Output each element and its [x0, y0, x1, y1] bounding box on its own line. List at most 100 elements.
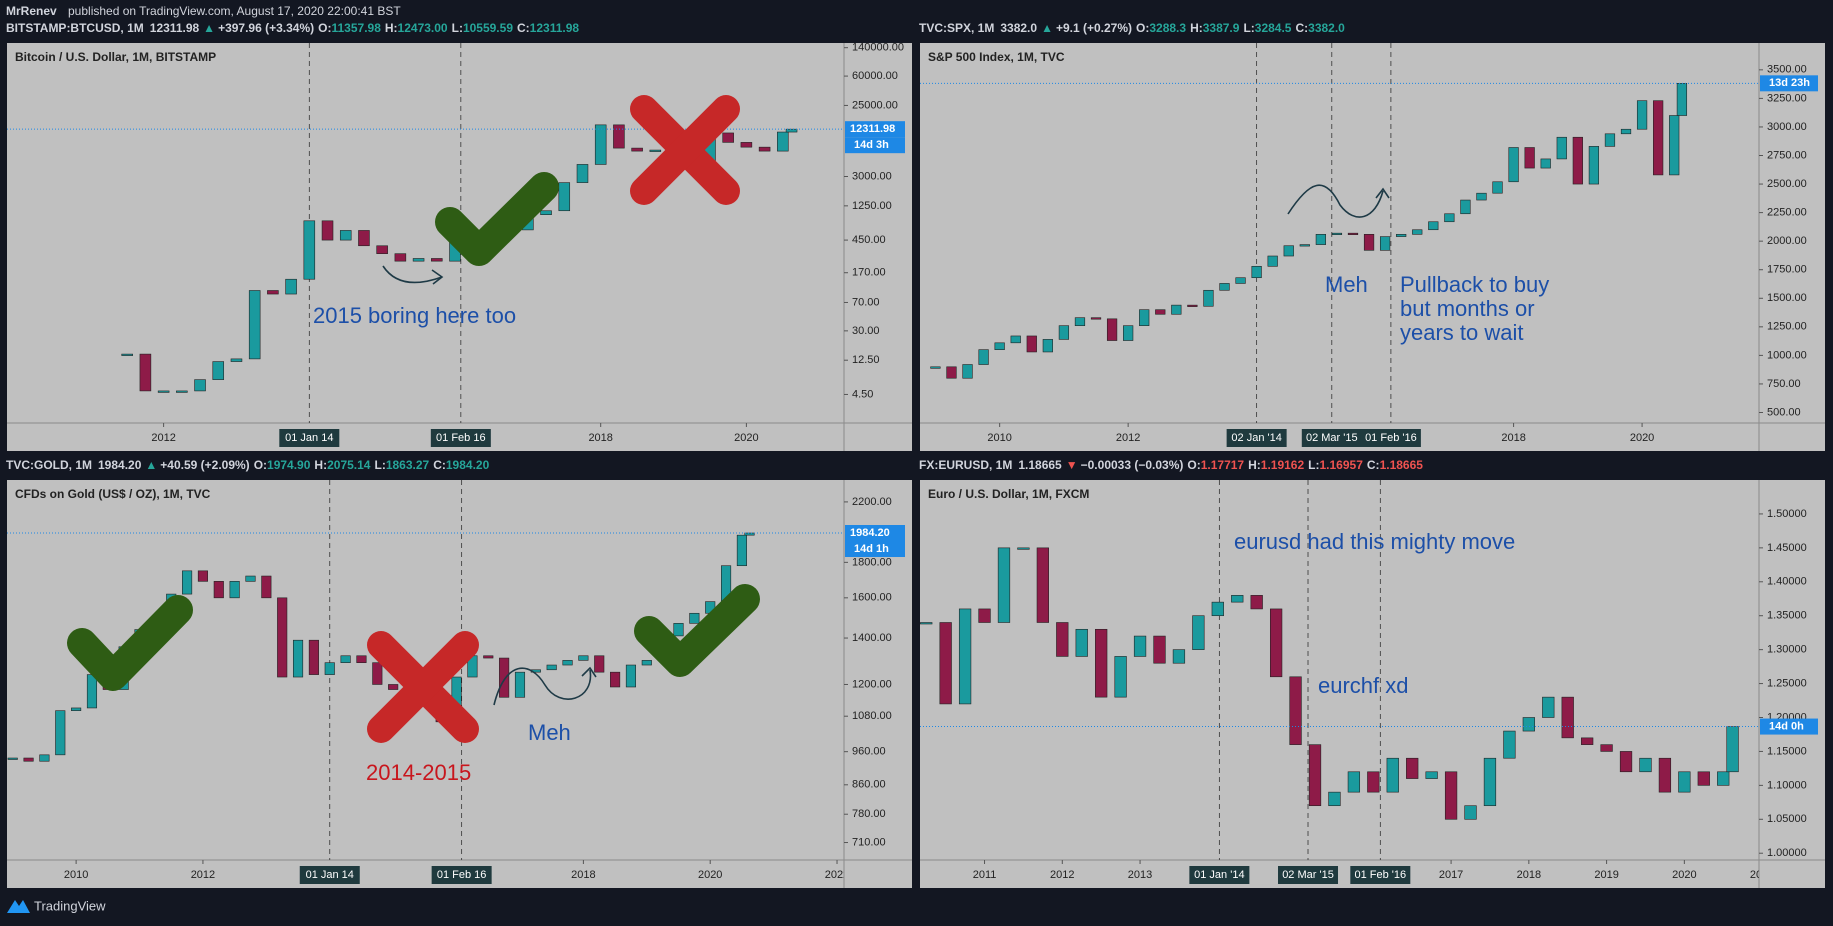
- candle: [1669, 115, 1680, 176]
- candle: [267, 290, 279, 295]
- candle: [1588, 146, 1600, 185]
- x-tick-label: 2018: [1517, 869, 1541, 881]
- y-tick-label: 780.00: [852, 808, 886, 820]
- x-tick-label: 2011: [973, 869, 997, 881]
- y-tick-label: 2500.00: [1767, 178, 1807, 190]
- change: −0.00033 (−0.03%): [1081, 458, 1184, 472]
- candle: [303, 220, 316, 280]
- candle: [1269, 608, 1283, 678]
- candle: [1075, 628, 1088, 657]
- candle: [1267, 255, 1278, 267]
- symbol: BITSTAMP:BTCUSD, 1M: [6, 21, 144, 35]
- ohlc-label: L:: [1308, 458, 1319, 472]
- candle: [1155, 309, 1166, 315]
- candle: [1428, 221, 1439, 231]
- candle: [1658, 757, 1672, 793]
- y-tick-label: 1400.00: [852, 632, 892, 644]
- chart-title: S&P 500 Index, 1M, TVC: [928, 50, 1065, 64]
- annotation: Meh: [528, 720, 571, 745]
- candle: [1620, 128, 1632, 135]
- direction: ▲: [1041, 21, 1053, 35]
- candle: [1476, 192, 1487, 201]
- candle: [1379, 236, 1391, 251]
- candle: [1561, 696, 1574, 739]
- arrow-curve: [382, 265, 444, 285]
- marker-label: 01 Feb 16: [436, 432, 486, 444]
- countdown: 14d 0h: [1769, 720, 1804, 732]
- y-tick-label: 3000.00: [852, 170, 892, 182]
- ohlc-value: 11357.98: [331, 21, 381, 35]
- candle: [920, 622, 933, 625]
- x-tick-label: 2021: [1750, 869, 1774, 881]
- candle: [1717, 771, 1730, 786]
- marker-label: 01 Jan '14: [1194, 869, 1244, 881]
- candle: [197, 570, 208, 582]
- change: +397.96 (+3.34%): [218, 21, 314, 35]
- charts: BITSTAMP:BTCUSD, 1M 12311.98 ▲ +397.96 (+3.…: [6, 21, 1825, 888]
- candle: [689, 612, 700, 624]
- ohlc-label: C:: [517, 21, 530, 35]
- y-tick-label: 3250.00: [1767, 92, 1807, 104]
- symbol-header: TVC:GOLD, 1M 1984.20 ▲ +40.59 (+2.09%) O:197…: [6, 458, 490, 472]
- ohlc-label: O:: [1136, 21, 1149, 35]
- candle: [1503, 730, 1516, 759]
- candle: [1363, 234, 1375, 251]
- candle: [1231, 595, 1244, 603]
- y-tick-label: 170.00: [852, 267, 886, 279]
- candle: [1171, 304, 1182, 315]
- candle: [229, 581, 240, 599]
- ohlc-value: 3284.5: [1255, 21, 1292, 35]
- x-tick-label: 2012: [151, 432, 175, 444]
- annotation: 2015 boring here too: [313, 303, 516, 328]
- candle: [39, 754, 50, 762]
- marker-box: [1301, 429, 1362, 447]
- candle: [594, 124, 607, 165]
- cross-mark: [630, 95, 740, 205]
- candle: [1283, 245, 1294, 257]
- candle: [1328, 791, 1341, 807]
- plot: [920, 480, 1739, 860]
- candle: [576, 164, 589, 183]
- annotation: but months or: [1400, 296, 1535, 321]
- candle: [1492, 181, 1503, 194]
- marker-box: [1360, 429, 1421, 447]
- countdown-box: [1760, 718, 1818, 735]
- candle: [285, 278, 297, 295]
- symbol: TVC:GOLD, 1M: [6, 458, 92, 472]
- x-axis: 2010 2012 2018 2020: [987, 423, 1654, 444]
- annotations: 2015 boring here too Meh Pullback to buy…: [313, 272, 1549, 785]
- arrow-curve: [1287, 184, 1390, 218]
- ohlc-value: 1984.20: [446, 458, 490, 472]
- y-tick-label: 4.50: [852, 388, 873, 400]
- candle: [613, 124, 625, 149]
- last-price: 1.18665: [1018, 458, 1062, 472]
- candle: [86, 674, 98, 709]
- candle: [594, 655, 605, 673]
- marker-box: [1350, 866, 1411, 884]
- countdown: 13d 23h: [1769, 77, 1810, 89]
- ohlc-label: C:: [1367, 458, 1380, 472]
- candle: [1090, 317, 1102, 320]
- candle: [1347, 771, 1361, 793]
- marker-label: 02 Mar '15: [1306, 432, 1358, 444]
- x-axis: 2012 2018 2020: [151, 423, 759, 444]
- candle: [1600, 744, 1613, 752]
- candle: [213, 581, 224, 599]
- candle: [1042, 339, 1053, 353]
- chart-title: Bitcoin / U.S. Dollar, 1M, BITSTAMP: [15, 50, 216, 64]
- candle: [388, 684, 399, 690]
- candle: [958, 608, 972, 705]
- ohlc-value: 3387.9: [1203, 21, 1240, 35]
- candle: [994, 342, 1005, 350]
- candle: [1211, 601, 1224, 617]
- author: MrRenev: [6, 4, 57, 18]
- ohlc-value: 1.17717: [1201, 458, 1245, 472]
- y-tick-label: 12.50: [852, 354, 880, 366]
- publish-info: published on TradingView.com, August 17,…: [68, 4, 401, 18]
- candle: [245, 575, 256, 582]
- candle: [1412, 229, 1423, 235]
- countdown-box: [1760, 75, 1818, 92]
- candle: [673, 623, 684, 637]
- candle: [1331, 232, 1343, 235]
- candle: [212, 361, 225, 380]
